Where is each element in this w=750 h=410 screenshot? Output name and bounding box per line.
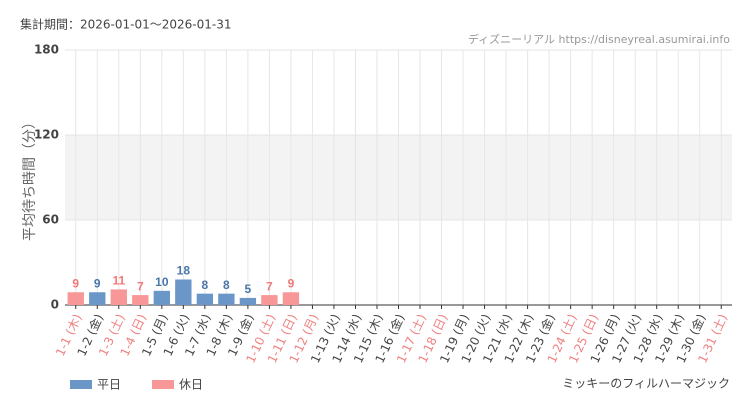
y-tick-label: 180 [34, 43, 59, 57]
period-label: 集計期間：2026-01-01～2026-01-31 [20, 17, 231, 32]
bar [132, 295, 149, 305]
y-tick-label: 120 [34, 128, 59, 142]
value-label: 9 [94, 276, 101, 290]
legend-swatch [70, 380, 92, 389]
y-tick-label: 0 [51, 298, 59, 312]
bar [67, 292, 84, 305]
legend-label: 休日 [179, 378, 203, 392]
y-tick-label: 60 [42, 213, 59, 227]
source: ディズニーリアル https://disneyreal.asumirai.inf… [468, 32, 730, 46]
value-label: 7 [266, 279, 273, 293]
legend-label: 平日 [97, 378, 121, 392]
bar [282, 292, 300, 305]
value-label: 18 [177, 264, 191, 278]
bar [196, 293, 214, 305]
bar [261, 295, 278, 305]
value-label: 11 [112, 274, 125, 288]
attraction-name: ミッキーのフィルハーマジック [562, 377, 730, 391]
value-label: 10 [155, 275, 169, 289]
value-label: 9 [288, 276, 295, 290]
bar [153, 290, 170, 305]
bar [175, 279, 192, 305]
bar [239, 297, 257, 305]
legend-swatch [152, 380, 174, 389]
bar [110, 289, 127, 305]
bar [218, 293, 235, 305]
value-label: 8 [202, 278, 209, 292]
y-axis-label: 平均待ち時間（分） [22, 115, 38, 241]
value-label: 7 [137, 279, 144, 293]
bar [89, 292, 106, 305]
value-label: 9 [72, 276, 79, 290]
value-label: 5 [245, 282, 252, 296]
value-label: 8 [223, 278, 230, 292]
